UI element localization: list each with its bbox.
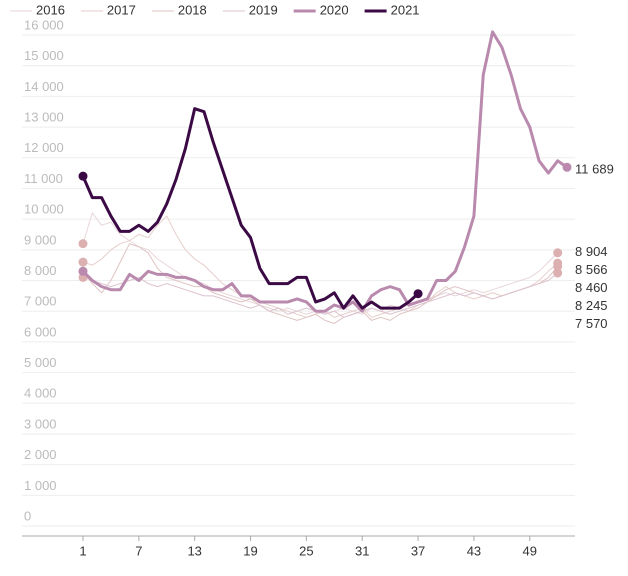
x-tick-label: 31	[355, 543, 369, 558]
value-label: 7 570	[575, 316, 608, 331]
legend-label: 2019	[249, 2, 278, 17]
x-tick-label: 25	[299, 543, 313, 558]
y-tick-label: 4 000	[24, 386, 57, 401]
y-tick-label: 9 000	[24, 232, 57, 247]
end-dot	[78, 171, 88, 181]
x-tick-label: 19	[243, 543, 257, 558]
y-tick-label: 15 000	[24, 48, 64, 63]
x-tick-label: 43	[467, 543, 481, 558]
value-label: 8 566	[575, 262, 608, 277]
end-dot	[78, 266, 88, 276]
legend-label: 2016	[36, 2, 65, 17]
legend-label: 2021	[391, 2, 420, 17]
x-tick-label: 1	[79, 543, 86, 558]
y-tick-label: 2 000	[24, 447, 57, 462]
y-tick-label: 12 000	[24, 140, 64, 155]
series-line	[81, 30, 568, 313]
y-tick-label: 6 000	[24, 324, 57, 339]
axes: 0 1 000 2 000 3 000 4 000 5 000 6 000 7 000 8 00…	[22, 17, 575, 527]
x-tick-label: 13	[187, 543, 201, 558]
y-tick-label: 8 000	[24, 263, 57, 278]
y-tick-label: 14 000	[24, 79, 64, 94]
y-tick-label: 0	[24, 508, 31, 523]
series-line	[82, 215, 559, 318]
series-line	[81, 107, 420, 310]
y-tick-label: 10 000	[24, 202, 64, 217]
legend-label: 2017	[107, 2, 136, 17]
end-dot	[553, 261, 563, 271]
y-tick-label: 1 000	[24, 478, 57, 493]
value-label: 11 689	[575, 162, 614, 177]
y-tick-label: 7 000	[24, 294, 57, 309]
x-tick-label: 7	[135, 543, 142, 558]
x-tick-label: 37	[411, 543, 425, 558]
value-label: 8 460	[575, 280, 608, 295]
y-tick-label: 11 000	[24, 171, 63, 186]
y-tick-label: 5 000	[24, 355, 57, 370]
value-label: 8 245	[575, 298, 608, 313]
end-dot	[553, 268, 563, 278]
end-dot	[562, 162, 572, 172]
legend-label: 2018	[178, 2, 207, 17]
end-dot	[78, 239, 88, 249]
value-label: 8 904	[575, 244, 608, 259]
end-dot	[553, 248, 563, 258]
y-tick-label: 13 000	[24, 110, 64, 125]
x-tick-label: 49	[523, 543, 537, 558]
end-dot	[413, 289, 423, 299]
end-dot	[78, 257, 88, 267]
y-tick-label: 16 000	[24, 17, 64, 32]
legend-label: 2020	[320, 2, 349, 17]
series-line	[82, 272, 559, 318]
y-tick-label: 3 000	[24, 416, 57, 431]
